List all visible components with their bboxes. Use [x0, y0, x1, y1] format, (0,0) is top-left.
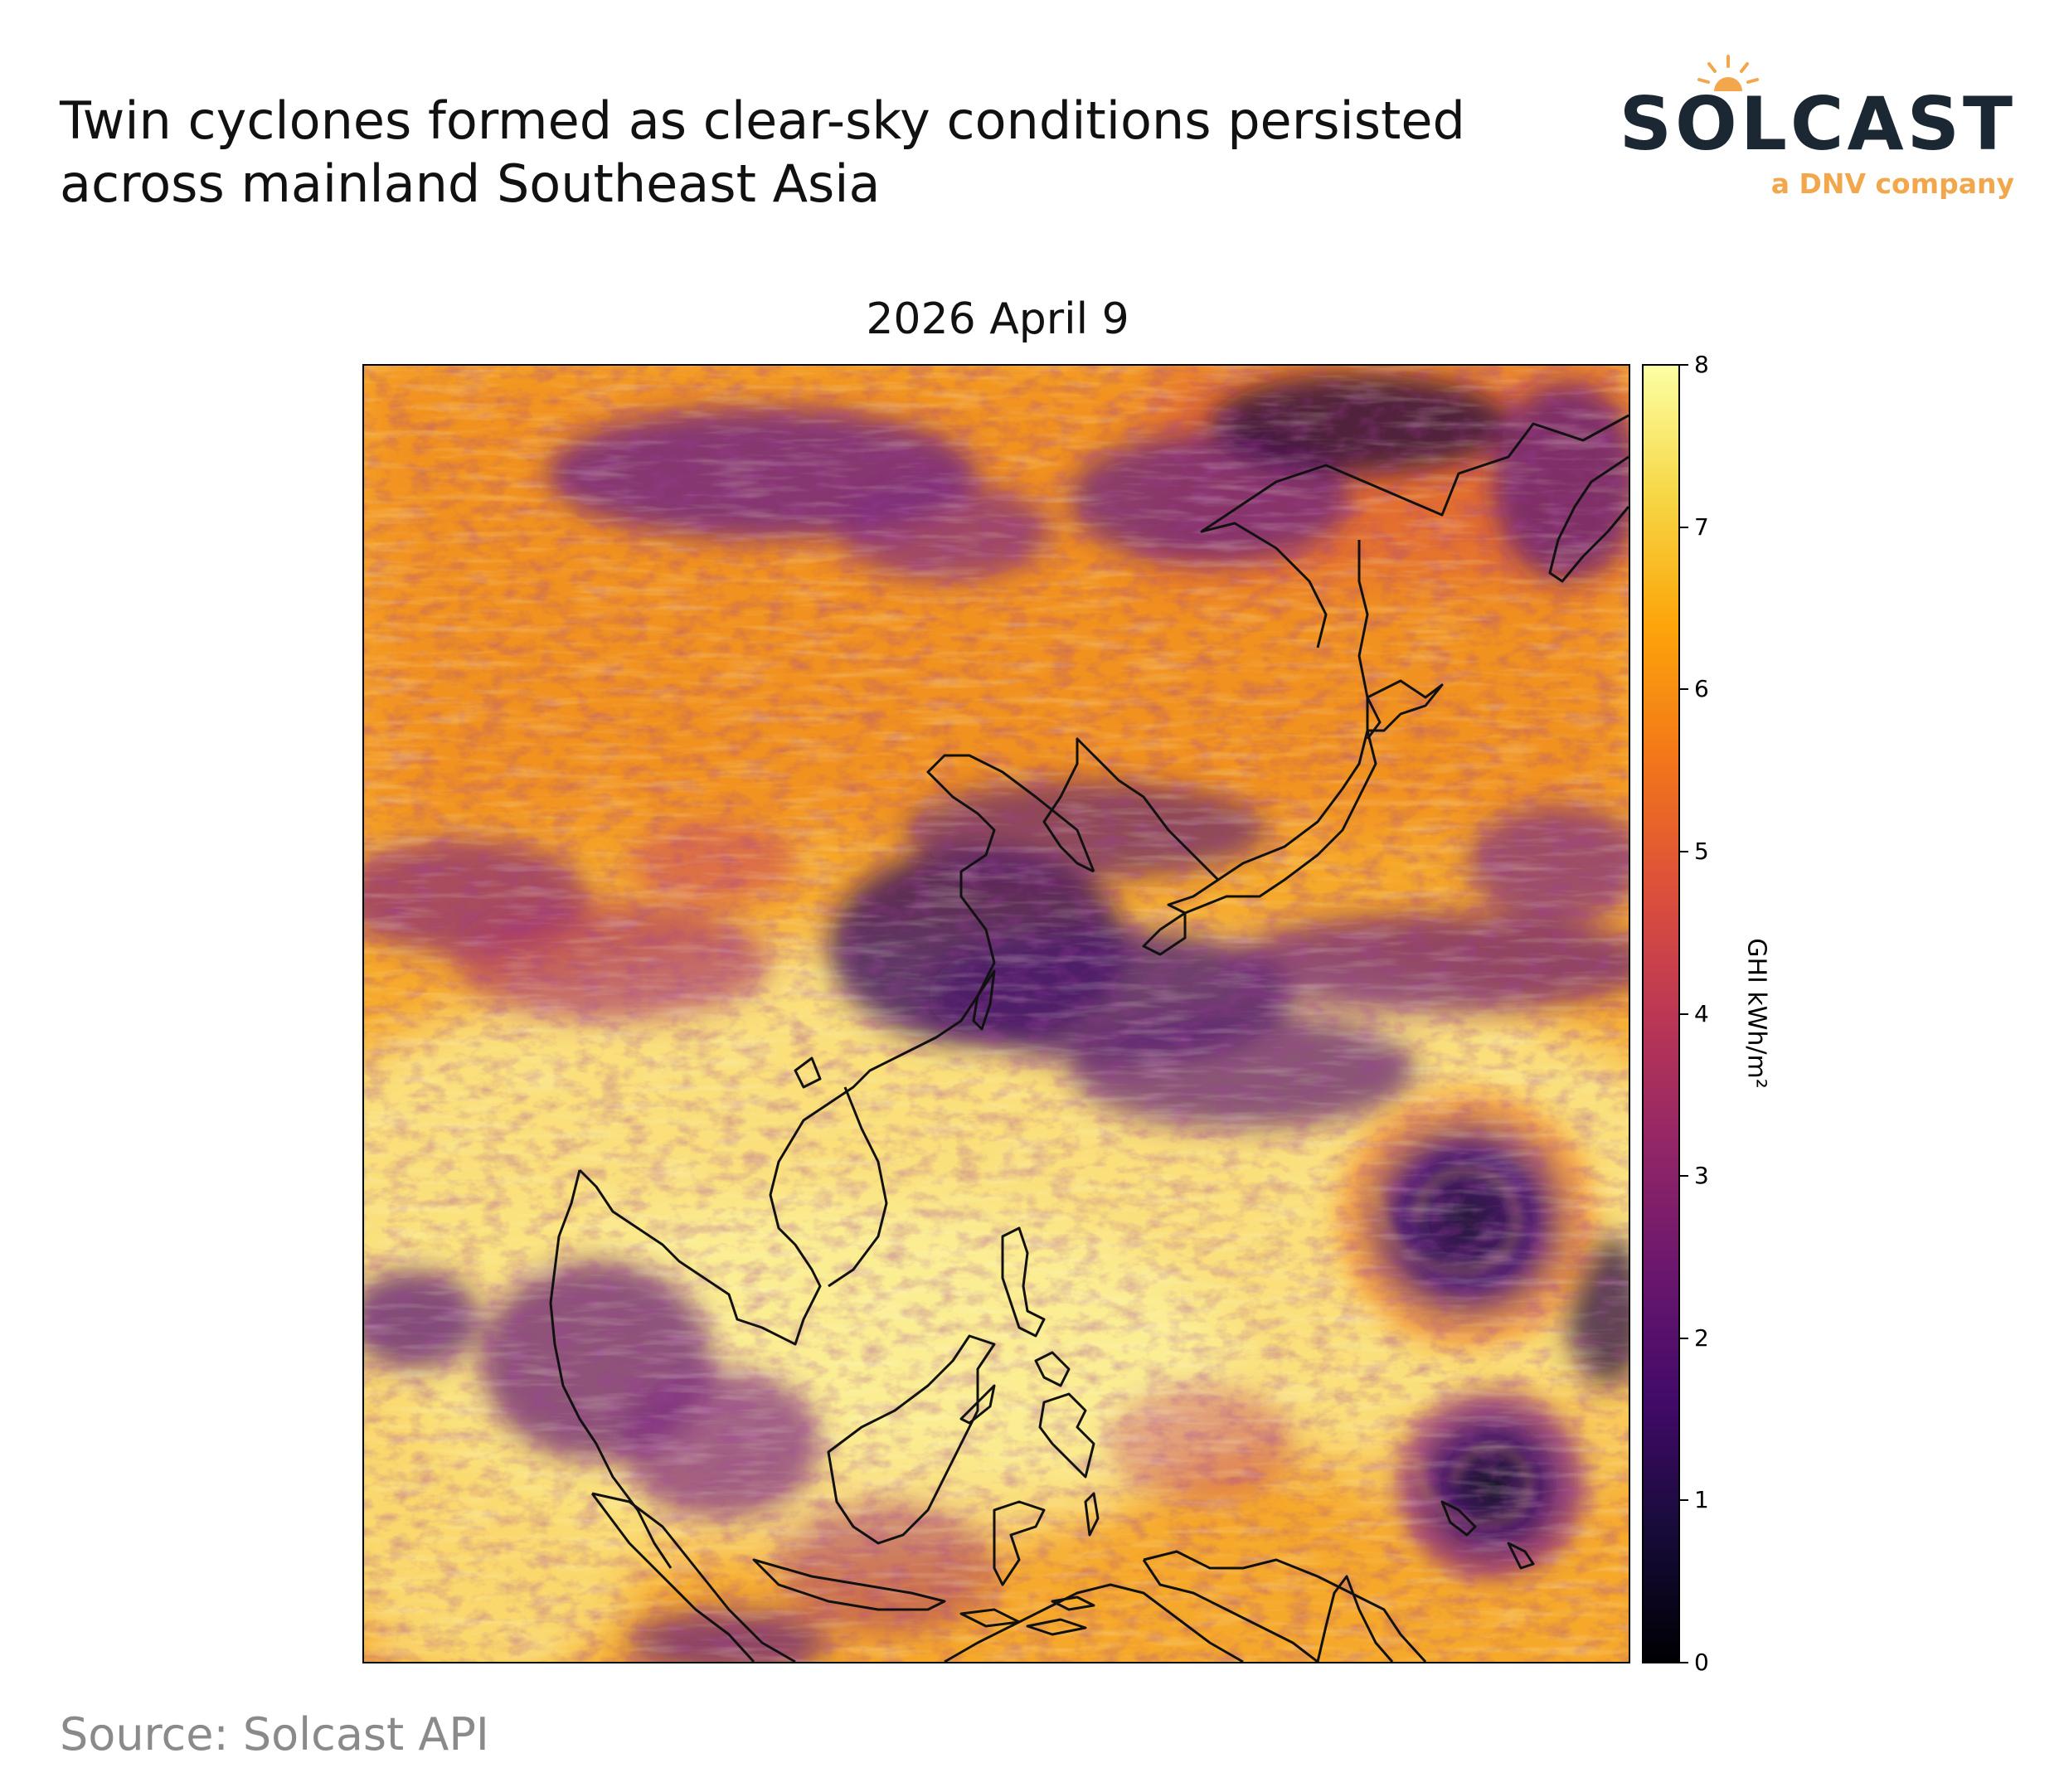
- colorbar-tick-label: 8: [1694, 351, 1709, 378]
- map-date-title: 2026 April 9: [866, 294, 1129, 344]
- solcast-wordmark: SOLCAST: [1619, 81, 2016, 167]
- colorbar-tick-label: 4: [1694, 999, 1709, 1027]
- colorbar-tick-mark: [1680, 364, 1688, 366]
- colorbar-tick-mark: [1680, 1662, 1688, 1663]
- colorbar-tick-label: 5: [1694, 837, 1709, 865]
- headline: Twin cyclones formed as clear-sky condit…: [60, 90, 1569, 216]
- colorbar-tick-label: 2: [1694, 1323, 1709, 1352]
- colorbar-tick-mark: [1680, 850, 1688, 852]
- dnv-tagline: a DNV company: [1770, 168, 2014, 200]
- colorbar-tick-mark: [1680, 526, 1688, 528]
- sun-icon: [1697, 55, 1759, 91]
- ghi-map: [362, 364, 1630, 1663]
- coastlines: [549, 414, 1629, 1662]
- colorbar-tick-label: 6: [1694, 675, 1709, 703]
- colorbar-tick-label: 0: [1694, 1649, 1709, 1676]
- colorbar-tick-mark: [1680, 1337, 1688, 1339]
- colorbar-tick-label: 1: [1694, 1486, 1709, 1514]
- colorbar-label: GHI kWh/m²: [1741, 938, 1771, 1089]
- colorbar-tick-mark: [1680, 1013, 1688, 1015]
- colorbar-tick-label: 3: [1694, 1162, 1709, 1190]
- source-note: Source: Solcast API: [60, 1708, 489, 1760]
- colorbar-tick-mark: [1680, 688, 1688, 691]
- colorbar-tick-mark: [1680, 1499, 1688, 1502]
- colorbar-tick-mark: [1680, 1175, 1688, 1178]
- headline-line-2: across mainland Southeast Asia: [60, 153, 881, 214]
- colorbar-tick-label: 7: [1694, 512, 1709, 541]
- headline-line-1: Twin cyclones formed as clear-sky condit…: [60, 90, 1465, 151]
- solcast-logo: SOLCAST a DNV company: [1620, 51, 2019, 217]
- colorbar-ticks: 0 1 2 3 4 5 6 7 8: [1680, 351, 1730, 1676]
- colorbar: [1642, 364, 1680, 1663]
